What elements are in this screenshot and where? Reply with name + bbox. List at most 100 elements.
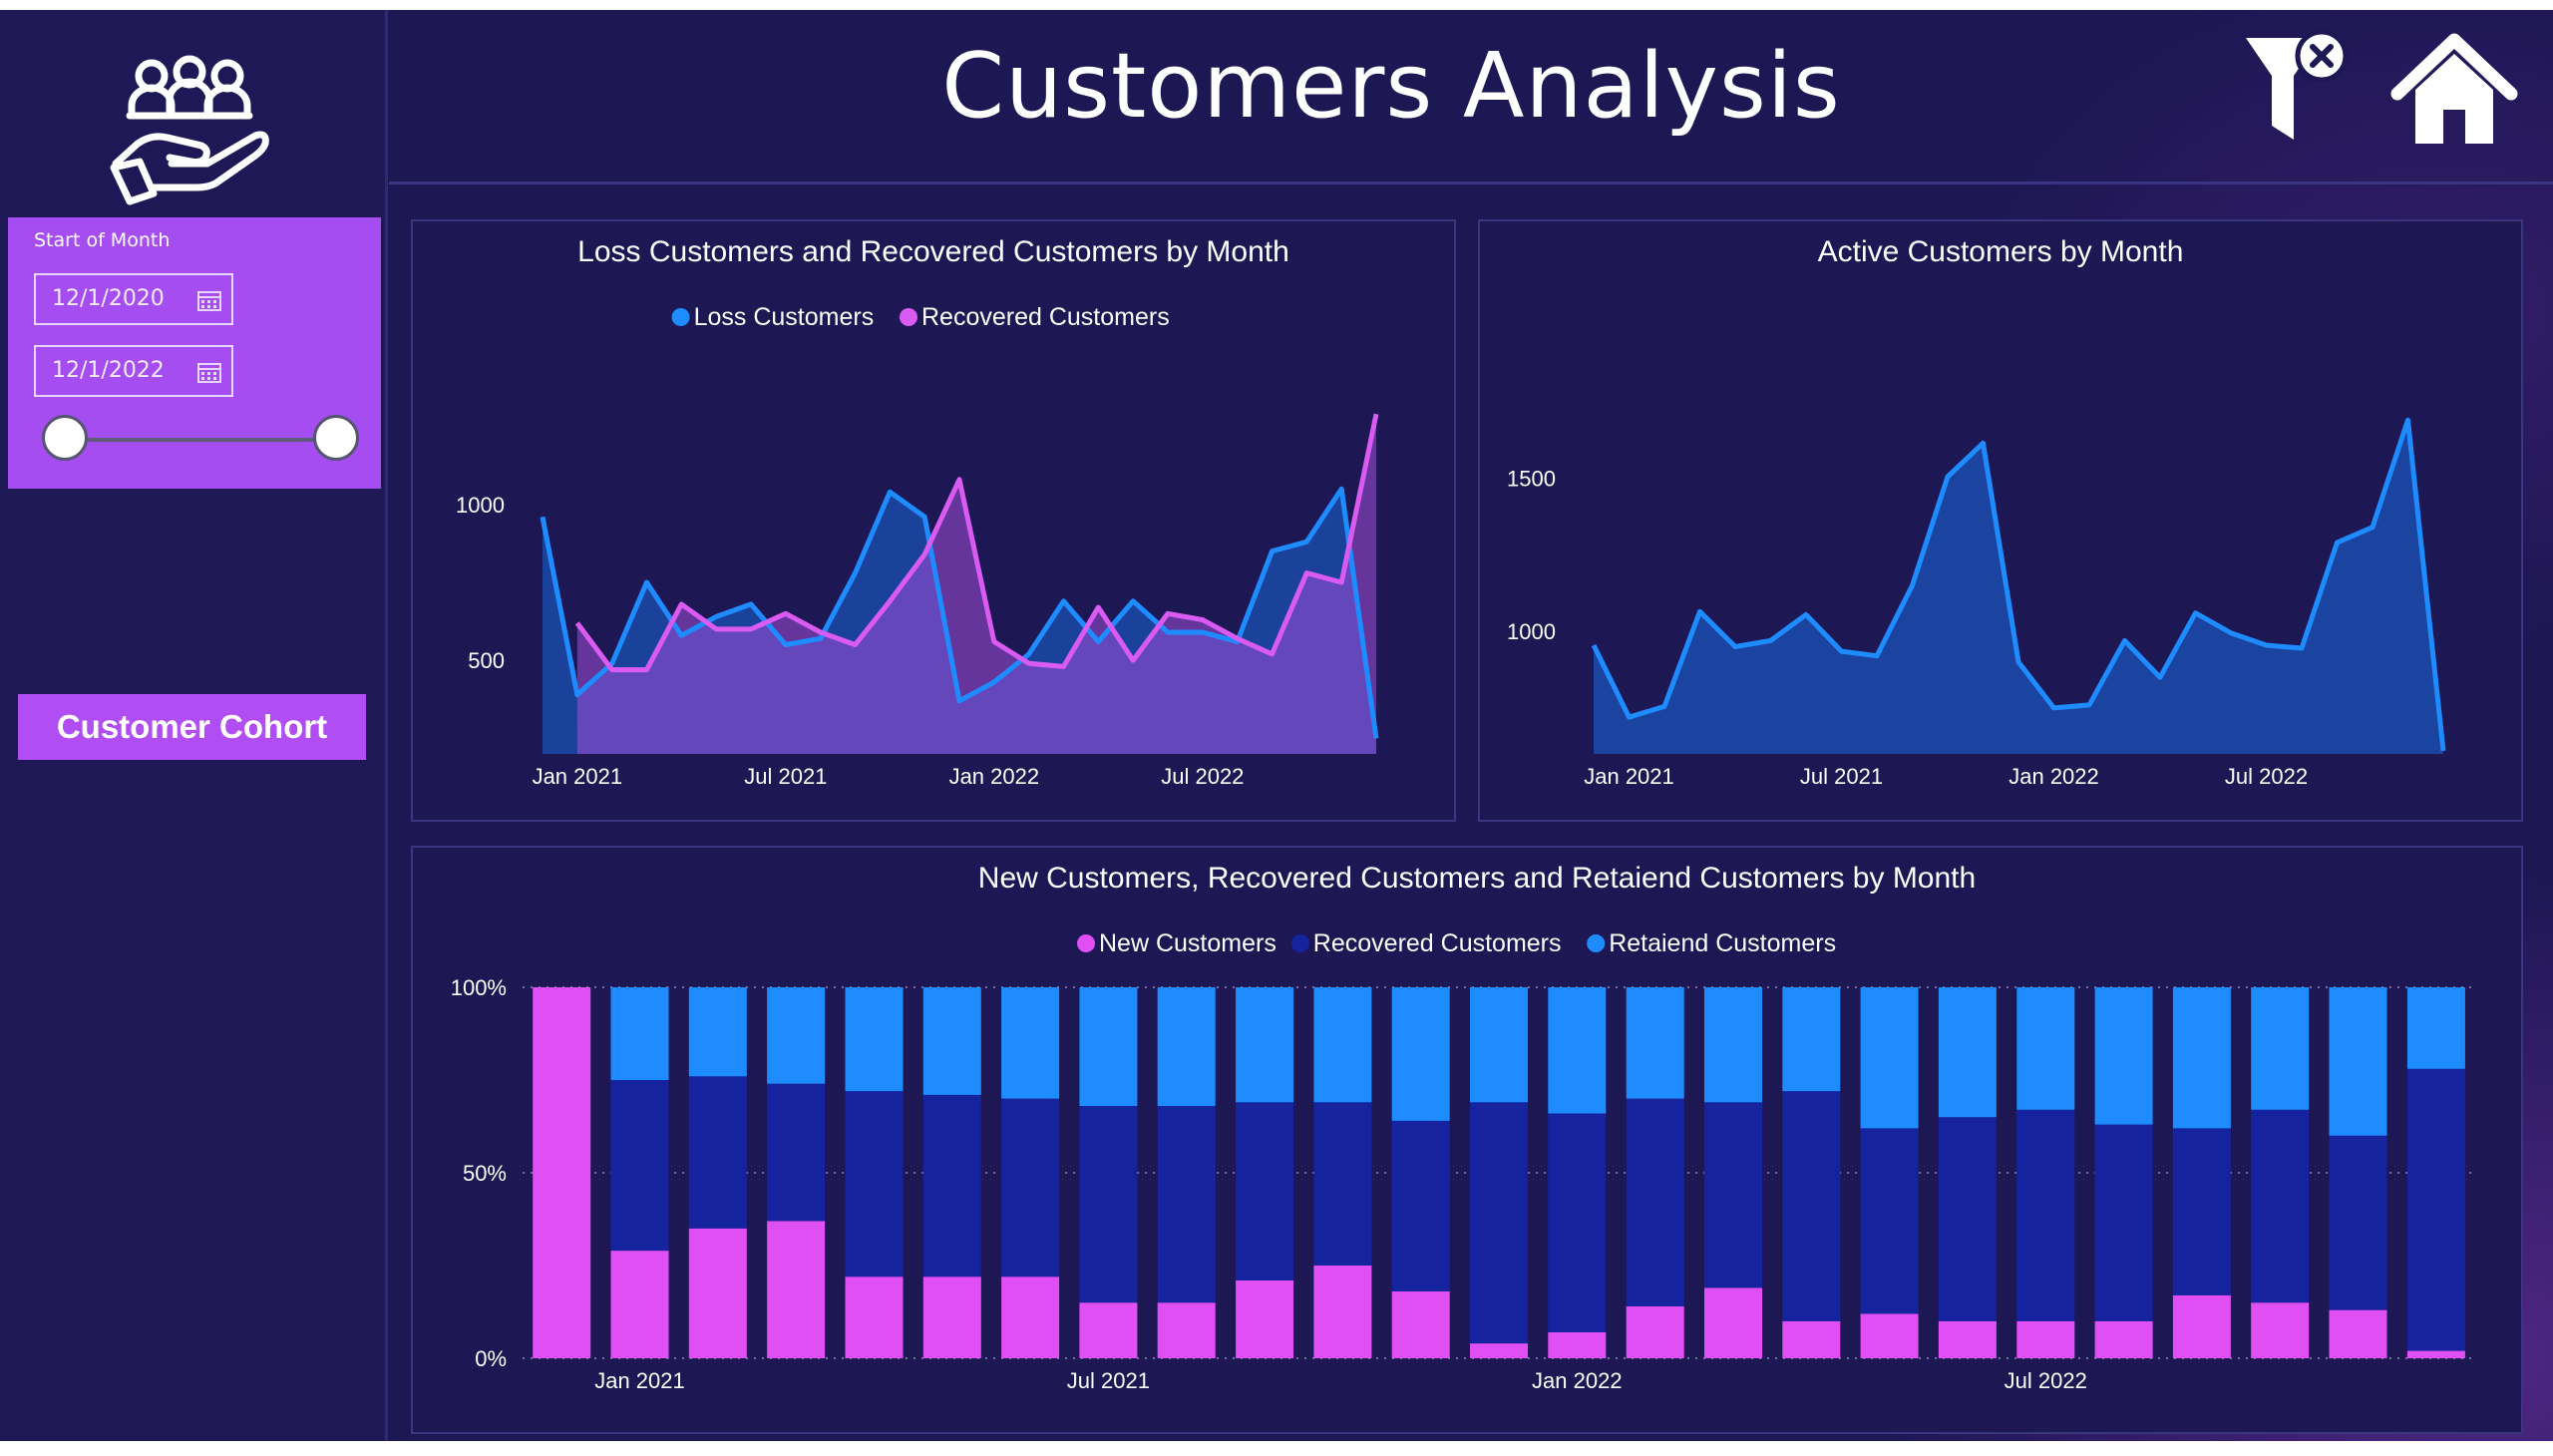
sidebar: Start of Month 12/1/2020 12/1/2022 (0, 10, 388, 1441)
stacked-bar-segment (610, 1080, 669, 1252)
stacked-bar-segment (2329, 1135, 2387, 1310)
calendar-icon[interactable] (197, 289, 221, 311)
active-customers-chart-panel: Active Customers by Month 1000 1500 Jan 202… (1478, 219, 2523, 822)
start-date-value: 12/1/2020 (52, 286, 165, 311)
series-area (1594, 420, 2443, 754)
stacked-bar-segment (1704, 987, 1762, 1103)
stacked-bar-segment (1079, 987, 1138, 1106)
stacked-bar-segment (2329, 987, 2387, 1136)
stacked-bar-segment (2172, 1294, 2231, 1358)
stacked-bar-segment (610, 987, 669, 1080)
stacked-bar-segment (1470, 1343, 1528, 1358)
stacked-bar-segment (845, 1091, 904, 1277)
stacked-bar-segment (2251, 987, 2310, 1110)
stacked-bar-segment (1236, 1102, 1294, 1280)
legend-label: Recovered Customers (921, 303, 1170, 331)
customer-mix-chart[interactable]: New Customers, Recovered Customers and R… (413, 848, 2521, 1432)
stacked-bar-segment (1391, 1291, 1450, 1358)
stacked-bar-segment (1157, 1106, 1216, 1303)
y-tick-label: 1000 (1507, 619, 1556, 644)
y-tick-label: 500 (468, 648, 505, 673)
stacked-bar-segment (2172, 1128, 2231, 1295)
start-date-input[interactable]: 12/1/2020 (34, 273, 233, 325)
home-icon[interactable] (2389, 32, 2519, 152)
y-tick-label: 50% (463, 1161, 507, 1186)
stacked-bar-segment (1157, 987, 1216, 1106)
stacked-bar-segment (767, 1221, 826, 1358)
stacked-bar-segment (1626, 987, 1684, 1099)
stacked-bar-segment (1236, 987, 1294, 1103)
stacked-bar-segment (688, 1228, 747, 1358)
stacked-bar-segment (2016, 987, 2075, 1110)
stacked-bar-segment (1313, 987, 1372, 1103)
x-tick-label: Jul 2022 (2225, 764, 2308, 789)
stacked-bar-segment (1704, 1287, 1762, 1358)
stacked-bar-segment (1626, 1098, 1684, 1306)
slider-start-handle[interactable] (42, 415, 88, 461)
stacked-bar-segment (1001, 1098, 1060, 1277)
stacked-bar-segment (1782, 1320, 1841, 1358)
stacked-bar-segment (767, 1083, 826, 1222)
stacked-bar-segment (1938, 1117, 1997, 1321)
end-date-input[interactable]: 12/1/2022 (34, 345, 233, 397)
date-range-slider-track[interactable] (66, 438, 345, 442)
legend-marker (1077, 934, 1095, 952)
chart-title: Loss Customers and Recovered Customers b… (577, 235, 1289, 268)
legend-marker (1587, 934, 1606, 952)
legend-label: New Customers (1099, 929, 1276, 957)
stacked-bar-segment (2016, 1320, 2075, 1358)
stacked-bar-segment (1860, 1128, 1919, 1314)
legend-label: Recovered Customers (1313, 929, 1562, 957)
y-tick-label: 1500 (1507, 467, 1556, 492)
customers-hand-icon (110, 55, 269, 205)
customer-cohort-button[interactable]: Customer Cohort (18, 694, 366, 760)
slider-end-handle[interactable] (313, 415, 359, 461)
stacked-bar-segment (922, 987, 981, 1095)
series-line (1591, 417, 2446, 752)
stacked-bar-segment (2094, 1124, 2153, 1321)
legend-marker (671, 308, 690, 326)
report-canvas: Start of Month 12/1/2020 12/1/2022 (0, 10, 2553, 1441)
page-title: Customers Analysis (941, 34, 1841, 139)
header: Customers Analysis (389, 10, 2553, 184)
calendar-icon[interactable] (197, 361, 221, 383)
stacked-bar-segment (2172, 987, 2231, 1129)
legend-marker (1290, 934, 1309, 952)
stacked-bar-segment (767, 987, 826, 1084)
legend-marker (900, 308, 917, 326)
stacked-bar-segment (1548, 1113, 1607, 1332)
stacked-bar-segment (1079, 1302, 1138, 1358)
stacked-bar-segment (2251, 1109, 2310, 1303)
stacked-bar-segment (1938, 987, 1997, 1118)
stacked-bar-segment (2406, 987, 2465, 1069)
legend-label: Retaiend Customers (1609, 929, 1836, 957)
stacked-bar-segment (1313, 1102, 1372, 1266)
y-tick-label: 100% (451, 975, 507, 1000)
stacked-bar-segment (1313, 1266, 1372, 1358)
stacked-bar-segment (533, 987, 591, 1358)
active-customers-chart[interactable]: Active Customers by Month 1000 1500 Jan 202… (1480, 221, 2521, 820)
x-tick-label: Jan 2022 (2008, 764, 2099, 789)
stacked-bar-segment (2094, 987, 2153, 1125)
clear-filter-icon[interactable] (2246, 30, 2356, 150)
y-tick-label: 0% (475, 1346, 507, 1371)
x-tick-label: Jan 2022 (949, 764, 1040, 789)
stacked-bar-segment (688, 1076, 747, 1229)
x-tick-label: Jul 2021 (1800, 764, 1883, 789)
x-tick-label: Jan 2022 (1532, 1368, 1623, 1393)
loss-recovered-chart-panel: Loss Customers and Recovered Customers b… (411, 219, 1456, 822)
stacked-bar-segment (1157, 1302, 1216, 1358)
customer-mix-chart-panel: New Customers, Recovered Customers and R… (411, 846, 2523, 1434)
x-tick-label: Jul 2022 (2005, 1368, 2087, 1393)
x-tick-label: Jan 2021 (594, 1368, 685, 1393)
stacked-bar-segment (2016, 1109, 2075, 1321)
stacked-bar-segment (1236, 1279, 1294, 1358)
stacked-bar-segment (1938, 1320, 1997, 1358)
stacked-bar-segment (1079, 1106, 1138, 1303)
stacked-bar-segment (610, 1251, 669, 1358)
stacked-bar-segment (1001, 987, 1060, 1099)
x-tick-label: Jul 2022 (1161, 764, 1244, 789)
stacked-bar-segment (2094, 1320, 2153, 1358)
series-line (540, 486, 1379, 739)
loss-recovered-chart[interactable]: Loss Customers and Recovered Customers b… (413, 221, 1454, 820)
